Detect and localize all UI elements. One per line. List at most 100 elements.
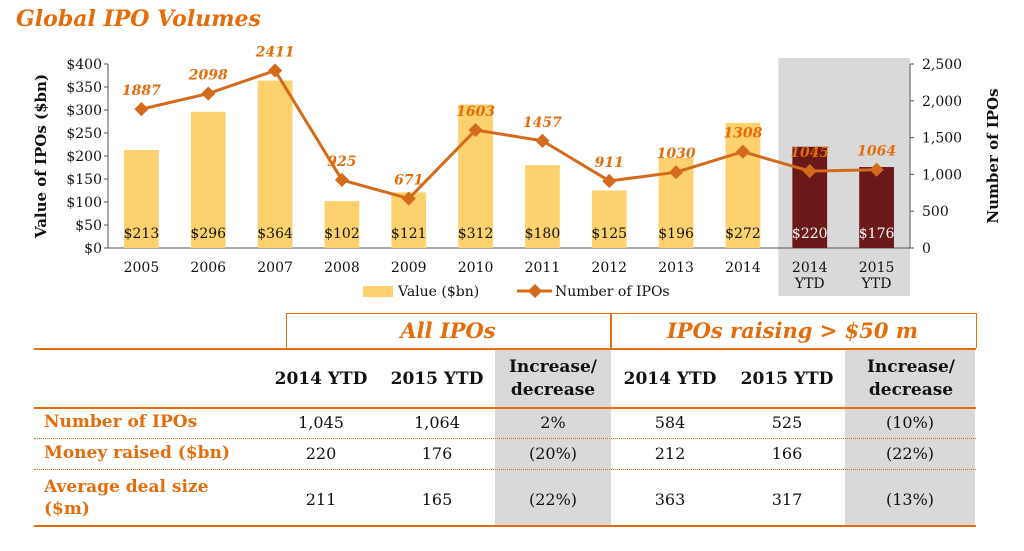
table-cell: (13%) bbox=[885, 490, 935, 509]
x-tick-label: 2014 bbox=[725, 260, 761, 276]
row2-rule bbox=[34, 469, 976, 470]
header-bottom-rule bbox=[34, 407, 976, 409]
row-label: Money raised ($bn) bbox=[44, 443, 230, 463]
col-header: 2014 YTD bbox=[274, 369, 368, 389]
y-tick-label: $50 bbox=[75, 218, 102, 234]
line-series bbox=[141, 68, 877, 201]
y2-tick-label: 1,000 bbox=[922, 167, 962, 183]
x-tick-label: YTD bbox=[794, 276, 825, 292]
line-data-label: 1603 bbox=[456, 104, 495, 120]
table-cell: 1,045 bbox=[298, 413, 344, 432]
bar bbox=[257, 80, 293, 248]
y2-axis-title: Number of IPOs bbox=[984, 88, 1002, 223]
x-tick-label: 2012 bbox=[591, 260, 627, 276]
y2-tick-label: 500 bbox=[922, 204, 949, 220]
shade-col-big bbox=[845, 350, 975, 525]
table-cell: 220 bbox=[305, 444, 337, 463]
y-tick-label: $0 bbox=[84, 241, 102, 257]
bar-value-label: $196 bbox=[658, 226, 694, 242]
line-point bbox=[802, 164, 817, 179]
bar bbox=[190, 111, 226, 248]
x-tick-label: YTD bbox=[861, 276, 892, 292]
col-header: 2014 YTD bbox=[623, 369, 717, 389]
table-cell: (10%) bbox=[885, 413, 935, 432]
x-tick-label: 2011 bbox=[525, 260, 561, 276]
line-point bbox=[602, 173, 617, 189]
table-cell: 1,064 bbox=[414, 413, 460, 432]
y-tick-label: $250 bbox=[66, 126, 102, 142]
table-bottom-rule bbox=[34, 525, 976, 527]
row-label: Average deal size ($m) bbox=[44, 477, 209, 519]
table-cell: 363 bbox=[654, 490, 686, 509]
legend-marker bbox=[527, 283, 543, 299]
table-cell: 2% bbox=[540, 413, 566, 432]
col-header: 2015 YTD bbox=[390, 369, 484, 389]
col-header: Increase/ decrease bbox=[866, 357, 956, 400]
group-big-box bbox=[610, 313, 977, 348]
bar bbox=[792, 146, 828, 248]
table-cell: 584 bbox=[654, 413, 686, 432]
bar-value-label: $180 bbox=[525, 226, 561, 242]
x-tick-label: 2008 bbox=[324, 260, 360, 276]
legend-label-line: Number of IPOs bbox=[555, 284, 670, 300]
col-header: 2015 YTD bbox=[740, 369, 834, 389]
x-tick-label: 2014 bbox=[792, 260, 828, 276]
x-tick-label: 2007 bbox=[257, 260, 293, 276]
line-point bbox=[334, 172, 349, 187]
line-point bbox=[669, 165, 684, 180]
bar-value-label: $296 bbox=[190, 226, 226, 242]
group-big-title: IPOs raising > $50 m bbox=[666, 318, 919, 343]
table-cell: 166 bbox=[771, 444, 803, 463]
ipo-chart: $0 $50 $100 $150 $200 $250 $300 $350 $400 0 500 1,0… bbox=[32, 45, 1002, 300]
y2-tick-label: 2,500 bbox=[922, 57, 962, 73]
y-tick-label: $150 bbox=[66, 172, 102, 188]
legend-label-bar: Value ($bn) bbox=[397, 284, 479, 300]
bar-value-label: $312 bbox=[458, 226, 494, 242]
line-data-label: 1308 bbox=[723, 126, 762, 142]
bar bbox=[324, 201, 360, 248]
table-cell: 165 bbox=[421, 490, 453, 509]
x-tick-label: 2010 bbox=[458, 260, 494, 276]
bar-value-label: $125 bbox=[591, 226, 627, 242]
y-tick-label: $100 bbox=[66, 195, 102, 211]
table-cell: (22%) bbox=[885, 444, 935, 463]
line-data-label: 925 bbox=[327, 154, 356, 170]
line-point bbox=[735, 144, 750, 159]
group-all-title: All IPOs bbox=[400, 318, 496, 343]
y2-tick-label: 1,500 bbox=[922, 131, 962, 147]
shade-col-all bbox=[495, 350, 611, 525]
legend-swatch-bar bbox=[363, 286, 393, 297]
col-header: Increase/ decrease bbox=[508, 357, 598, 400]
table-cell: (22%) bbox=[528, 490, 578, 509]
line-data-label: 1030 bbox=[657, 146, 696, 162]
row-label: Number of IPOs bbox=[44, 412, 198, 432]
bar-value-label: $121 bbox=[391, 226, 427, 242]
line-data-label: 1064 bbox=[857, 144, 896, 160]
row1-rule bbox=[34, 438, 976, 439]
line-data-label: 2098 bbox=[188, 68, 228, 84]
y-tick-label: $400 bbox=[66, 57, 102, 73]
bar bbox=[591, 190, 627, 248]
y-tick-label: $300 bbox=[66, 103, 102, 119]
y-tick-label: $350 bbox=[66, 80, 102, 96]
line-data-label: 1457 bbox=[523, 115, 562, 131]
line-data-label: 911 bbox=[595, 155, 624, 171]
bar-value-label: $272 bbox=[725, 226, 761, 242]
bar-value-label: $364 bbox=[257, 226, 293, 242]
table-cell: 212 bbox=[654, 444, 686, 463]
line-data-label: 1887 bbox=[122, 83, 161, 99]
x-tick-label: 2005 bbox=[124, 260, 160, 276]
line-data-label: 2411 bbox=[255, 45, 295, 61]
bar-value-label: $176 bbox=[859, 226, 895, 242]
line-point bbox=[401, 191, 416, 206]
bar bbox=[525, 165, 560, 248]
table-cell: (20%) bbox=[528, 444, 578, 463]
bar bbox=[725, 122, 761, 248]
table-cell: 317 bbox=[771, 490, 803, 509]
bar bbox=[124, 150, 159, 248]
page-title: Global IPO Volumes bbox=[16, 6, 261, 32]
y-axis-title: Value of IPOs ($bn) bbox=[32, 74, 50, 239]
bar bbox=[859, 167, 894, 248]
x-tick-label: 2015 bbox=[859, 260, 895, 276]
